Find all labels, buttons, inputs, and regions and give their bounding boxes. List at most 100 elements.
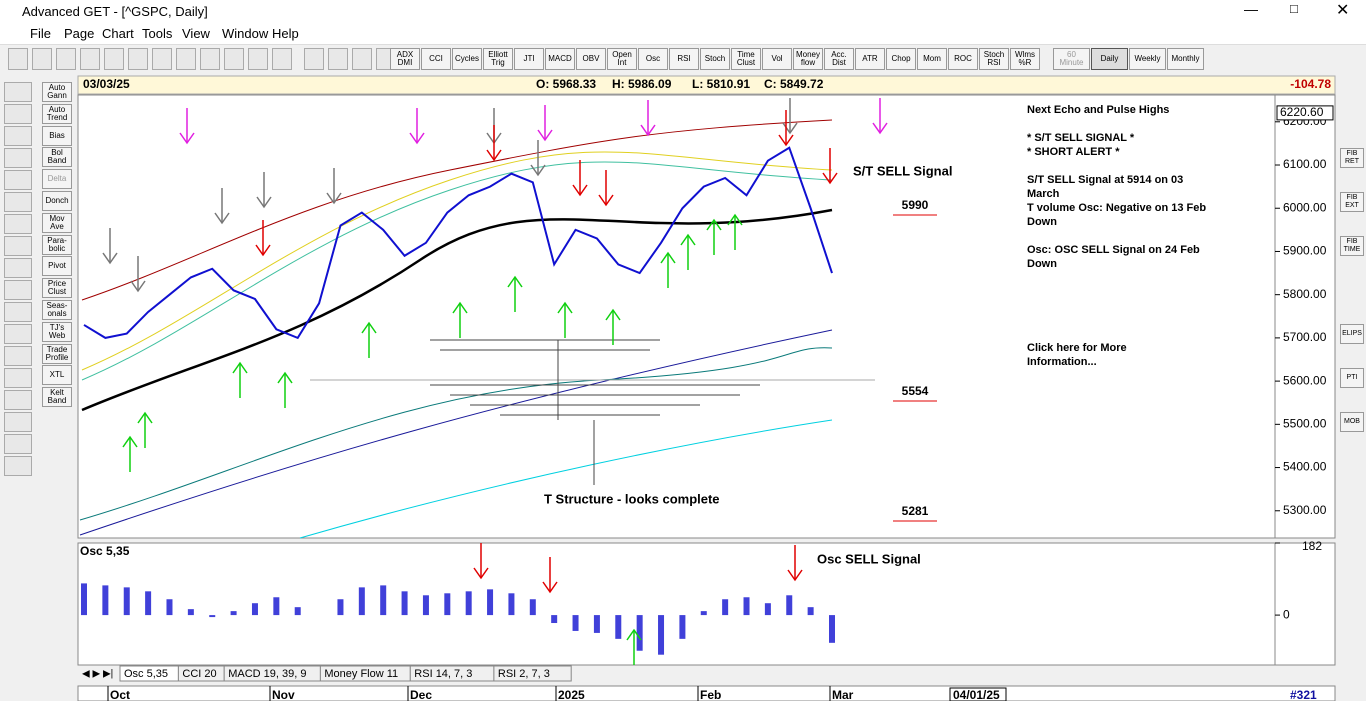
left-icon[interactable]: [4, 280, 32, 300]
arrow-head: [326, 192, 342, 205]
arrow-head: [605, 308, 621, 321]
tool-button[interactable]: Elliott Trig: [483, 48, 513, 70]
tool-button[interactable]: Chop: [886, 48, 916, 70]
tool-icon[interactable]: [128, 48, 148, 70]
tool-button[interactable]: ATR: [855, 48, 885, 70]
tool-icon[interactable]: [200, 48, 220, 70]
left-button[interactable]: Kelt Band: [42, 387, 72, 408]
tool-button[interactable]: ADX DMI: [390, 48, 420, 70]
tool-button[interactable]: Open Int: [607, 48, 637, 70]
tool-button[interactable]: JTI: [514, 48, 544, 70]
tool-button[interactable]: Vol: [762, 48, 792, 70]
left-button[interactable]: Price Clust: [42, 278, 72, 299]
right-button[interactable]: FIB TIME: [1340, 236, 1364, 256]
left-icon[interactable]: [4, 456, 32, 476]
arrow-head: [680, 233, 696, 246]
left-icon[interactable]: [4, 258, 32, 278]
left-button[interactable]: Para-bolic: [42, 234, 72, 255]
right-button[interactable]: MOB: [1340, 412, 1364, 432]
left-button[interactable]: XTL: [42, 365, 72, 386]
osc-axis: [1274, 542, 1336, 666]
tool-button[interactable]: RSI: [669, 48, 699, 70]
menu-item[interactable]: Help: [272, 26, 299, 41]
left-icon[interactable]: [4, 104, 32, 124]
maximize[interactable]: □: [1290, 1, 1298, 16]
left-icon[interactable]: [4, 192, 32, 212]
menu-item[interactable]: Window: [222, 26, 269, 41]
osc-bar: [81, 583, 87, 616]
tool-icon[interactable]: [104, 48, 124, 70]
left-icon[interactable]: [4, 434, 32, 454]
left-icon[interactable]: [4, 82, 32, 102]
left-button[interactable]: TJ's Web: [42, 321, 72, 342]
left-button[interactable]: Auto Gann: [42, 82, 72, 102]
note[interactable]: Click here for More Information...: [1027, 342, 1127, 368]
left-icon[interactable]: [4, 346, 32, 366]
tool-button[interactable]: CCI: [421, 48, 451, 70]
tool-button[interactable]: ROC: [948, 48, 978, 70]
tool-button[interactable]: Mom: [917, 48, 947, 70]
tool-button[interactable]: 60 Minute: [1053, 48, 1090, 70]
tool-icon[interactable]: [248, 48, 268, 70]
left-icon[interactable]: [4, 236, 32, 256]
left-icon[interactable]: [4, 412, 32, 432]
menu-item[interactable]: File: [30, 26, 51, 41]
left-button[interactable]: Trade Profile: [42, 343, 72, 364]
close[interactable]: ✕: [1336, 2, 1350, 19]
left-button[interactable]: Pivot: [42, 256, 72, 277]
osc-bar: [145, 591, 152, 616]
tool-icon[interactable]: [80, 48, 100, 70]
left-icon[interactable]: [4, 170, 32, 190]
right-button[interactable]: ELIPS: [1340, 324, 1364, 344]
left-button[interactable]: Bol Band: [42, 147, 72, 168]
tool-button[interactable]: Daily: [1091, 48, 1128, 70]
menu-item[interactable]: Chart: [102, 26, 134, 41]
tab-label: MACD 19, 39, 9: [228, 668, 306, 680]
right-button[interactable]: FIB EXT: [1340, 192, 1364, 212]
tool-button[interactable]: OBV: [576, 48, 606, 70]
left-button[interactable]: Donch: [42, 191, 72, 211]
menu-item[interactable]: Page: [64, 26, 95, 41]
left-button[interactable]: Mov Ave: [42, 212, 72, 233]
tool-button[interactable]: Weekly: [1129, 48, 1166, 70]
left-icon[interactable]: [4, 126, 32, 146]
menu-item[interactable]: Tools: [142, 26, 173, 41]
tool-icon[interactable]: [352, 48, 372, 70]
tool-icon[interactable]: [328, 48, 348, 70]
left-button[interactable]: Delta: [42, 169, 72, 190]
left-button[interactable]: Auto Trend: [42, 103, 72, 124]
tool-button[interactable]: MACD: [545, 48, 575, 70]
level-label: 5281: [902, 504, 929, 518]
right-button[interactable]: PTI: [1340, 368, 1364, 388]
tool-button[interactable]: Monthly: [1167, 48, 1204, 70]
left-button[interactable]: Seas-onals: [42, 300, 72, 320]
tool-button[interactable]: Acc. Dist: [824, 48, 854, 70]
left-icon[interactable]: [4, 324, 32, 344]
tool-button[interactable]: Time Clust: [731, 48, 761, 70]
tool-button[interactable]: Stoch: [700, 48, 730, 70]
tool-button[interactable]: Stoch RSI: [979, 48, 1009, 70]
tool-icon[interactable]: [8, 48, 28, 70]
menu-item[interactable]: View: [182, 26, 210, 41]
osc-bar: [829, 615, 835, 643]
tool-icon[interactable]: [152, 48, 172, 70]
tool-icon[interactable]: [56, 48, 76, 70]
left-icon[interactable]: [4, 368, 32, 388]
left-icon[interactable]: [4, 214, 32, 234]
tool-button[interactable]: Osc: [638, 48, 668, 70]
tool-button[interactable]: Wlms %R: [1010, 48, 1040, 70]
left-icon[interactable]: [4, 302, 32, 322]
tool-icon[interactable]: [176, 48, 196, 70]
left-icon[interactable]: [4, 390, 32, 410]
left-button[interactable]: Bias: [42, 125, 72, 146]
tool-button[interactable]: Money flow: [793, 48, 823, 70]
minimize[interactable]: —: [1244, 1, 1258, 17]
osc-bar: [551, 615, 558, 624]
tool-icon[interactable]: [304, 48, 324, 70]
tool-icon[interactable]: [32, 48, 52, 70]
right-button[interactable]: FIB RET: [1340, 148, 1364, 168]
tool-icon[interactable]: [224, 48, 244, 70]
tool-button[interactable]: Cycles: [452, 48, 482, 70]
left-icon[interactable]: [4, 148, 32, 168]
tool-icon[interactable]: [272, 48, 292, 70]
